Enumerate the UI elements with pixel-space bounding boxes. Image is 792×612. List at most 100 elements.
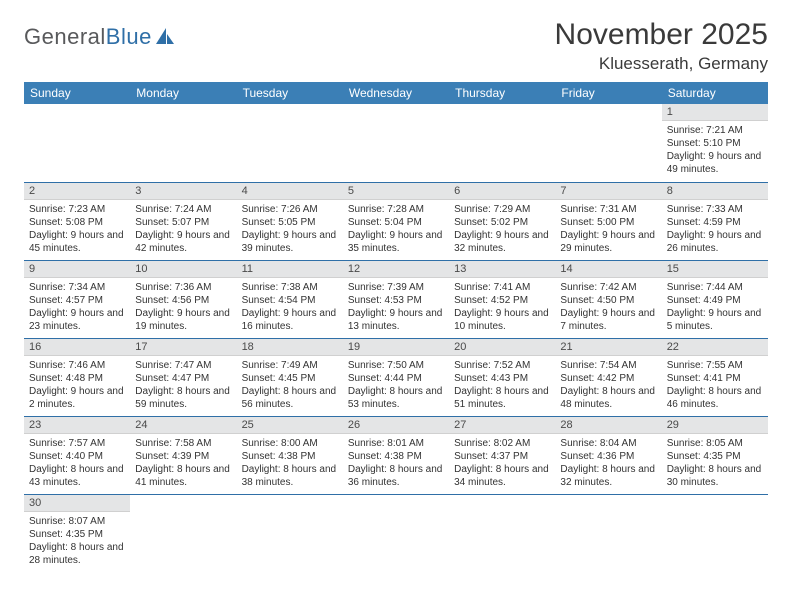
daylight-text: Daylight: 8 hours and 59 minutes.: [135, 385, 231, 411]
day-number: 12: [343, 261, 449, 278]
calendar-cell: 10Sunrise: 7:36 AMSunset: 4:56 PMDayligh…: [130, 260, 236, 338]
day-number: 26: [343, 417, 449, 434]
sunrise-text: Sunrise: 7:41 AM: [454, 281, 550, 294]
day-details: Sunrise: 7:21 AMSunset: 5:10 PMDaylight:…: [662, 121, 768, 178]
daylight-text: Daylight: 9 hours and 49 minutes.: [667, 150, 763, 176]
daylight-text: Daylight: 9 hours and 7 minutes.: [560, 307, 656, 333]
daylight-text: Daylight: 8 hours and 53 minutes.: [348, 385, 444, 411]
calendar-cell: 19Sunrise: 7:50 AMSunset: 4:44 PMDayligh…: [343, 338, 449, 416]
daylight-text: Daylight: 8 hours and 36 minutes.: [348, 463, 444, 489]
day-details: Sunrise: 8:05 AMSunset: 4:35 PMDaylight:…: [662, 434, 768, 491]
sunset-text: Sunset: 4:57 PM: [29, 294, 125, 307]
day-details: Sunrise: 7:28 AMSunset: 5:04 PMDaylight:…: [343, 200, 449, 257]
sunset-text: Sunset: 5:05 PM: [242, 216, 338, 229]
sunrise-text: Sunrise: 8:04 AM: [560, 437, 656, 450]
calendar-cell: 12Sunrise: 7:39 AMSunset: 4:53 PMDayligh…: [343, 260, 449, 338]
day-number: 6: [449, 183, 555, 200]
daylight-text: Daylight: 9 hours and 39 minutes.: [242, 229, 338, 255]
calendar-cell: 7Sunrise: 7:31 AMSunset: 5:00 PMDaylight…: [555, 182, 661, 260]
calendar-cell: 23Sunrise: 7:57 AMSunset: 4:40 PMDayligh…: [24, 416, 130, 494]
logo-main: General: [24, 24, 106, 50]
calendar-cell: [449, 494, 555, 572]
day-number: 22: [662, 339, 768, 356]
day-details: Sunrise: 7:38 AMSunset: 4:54 PMDaylight:…: [237, 278, 343, 335]
daylight-text: Daylight: 9 hours and 16 minutes.: [242, 307, 338, 333]
day-number: 9: [24, 261, 130, 278]
daylight-text: Daylight: 9 hours and 26 minutes.: [667, 229, 763, 255]
sunrise-text: Sunrise: 7:21 AM: [667, 124, 763, 137]
weekday-header: Tuesday: [237, 82, 343, 104]
sunrise-text: Sunrise: 8:01 AM: [348, 437, 444, 450]
sunrise-text: Sunrise: 7:39 AM: [348, 281, 444, 294]
daylight-text: Daylight: 8 hours and 41 minutes.: [135, 463, 231, 489]
sunrise-text: Sunrise: 7:29 AM: [454, 203, 550, 216]
day-details: Sunrise: 7:24 AMSunset: 5:07 PMDaylight:…: [130, 200, 236, 257]
logo-accent: Blue: [106, 24, 152, 50]
day-number: 15: [662, 261, 768, 278]
day-number: 7: [555, 183, 661, 200]
calendar-cell: 11Sunrise: 7:38 AMSunset: 4:54 PMDayligh…: [237, 260, 343, 338]
calendar-cell: 16Sunrise: 7:46 AMSunset: 4:48 PMDayligh…: [24, 338, 130, 416]
day-details: Sunrise: 7:29 AMSunset: 5:02 PMDaylight:…: [449, 200, 555, 257]
sunrise-text: Sunrise: 7:28 AM: [348, 203, 444, 216]
sunset-text: Sunset: 4:49 PM: [667, 294, 763, 307]
sunset-text: Sunset: 4:40 PM: [29, 450, 125, 463]
sunrise-text: Sunrise: 7:57 AM: [29, 437, 125, 450]
location: Kluesserath, Germany: [555, 54, 768, 74]
calendar-cell: 3Sunrise: 7:24 AMSunset: 5:07 PMDaylight…: [130, 182, 236, 260]
daylight-text: Daylight: 9 hours and 5 minutes.: [667, 307, 763, 333]
day-number: 27: [449, 417, 555, 434]
sunset-text: Sunset: 4:50 PM: [560, 294, 656, 307]
calendar-cell: 20Sunrise: 7:52 AMSunset: 4:43 PMDayligh…: [449, 338, 555, 416]
calendar-cell: 2Sunrise: 7:23 AMSunset: 5:08 PMDaylight…: [24, 182, 130, 260]
daylight-text: Daylight: 9 hours and 23 minutes.: [29, 307, 125, 333]
sunset-text: Sunset: 5:08 PM: [29, 216, 125, 229]
day-details: Sunrise: 7:36 AMSunset: 4:56 PMDaylight:…: [130, 278, 236, 335]
sunrise-text: Sunrise: 7:50 AM: [348, 359, 444, 372]
day-details: Sunrise: 7:42 AMSunset: 4:50 PMDaylight:…: [555, 278, 661, 335]
day-details: Sunrise: 7:57 AMSunset: 4:40 PMDaylight:…: [24, 434, 130, 491]
calendar-cell: [343, 494, 449, 572]
day-number: 11: [237, 261, 343, 278]
sunset-text: Sunset: 4:37 PM: [454, 450, 550, 463]
calendar-cell: 28Sunrise: 8:04 AMSunset: 4:36 PMDayligh…: [555, 416, 661, 494]
sunrise-text: Sunrise: 7:58 AM: [135, 437, 231, 450]
calendar-cell: 26Sunrise: 8:01 AMSunset: 4:38 PMDayligh…: [343, 416, 449, 494]
calendar-cell: 9Sunrise: 7:34 AMSunset: 4:57 PMDaylight…: [24, 260, 130, 338]
sunset-text: Sunset: 4:43 PM: [454, 372, 550, 385]
calendar-cell: 17Sunrise: 7:47 AMSunset: 4:47 PMDayligh…: [130, 338, 236, 416]
sunrise-text: Sunrise: 7:44 AM: [667, 281, 763, 294]
sunrise-text: Sunrise: 7:42 AM: [560, 281, 656, 294]
sunrise-text: Sunrise: 8:07 AM: [29, 515, 125, 528]
day-number: 2: [24, 183, 130, 200]
calendar-cell: 15 Sunrise: 7:44 AMSunset: 4:49 PMDayligh…: [662, 260, 768, 338]
calendar-cell: 6Sunrise: 7:29 AMSunset: 5:02 PMDaylight…: [449, 182, 555, 260]
daylight-text: Daylight: 9 hours and 19 minutes.: [135, 307, 231, 333]
sunset-text: Sunset: 4:42 PM: [560, 372, 656, 385]
calendar-cell: 14Sunrise: 7:42 AMSunset: 4:50 PMDayligh…: [555, 260, 661, 338]
sunset-text: Sunset: 4:35 PM: [667, 450, 763, 463]
day-details: Sunrise: 7:54 AMSunset: 4:42 PMDaylight:…: [555, 356, 661, 413]
day-number: 10: [130, 261, 236, 278]
day-number: 30: [24, 495, 130, 512]
day-details: Sunrise: 8:01 AMSunset: 4:38 PMDaylight:…: [343, 434, 449, 491]
sunset-text: Sunset: 5:02 PM: [454, 216, 550, 229]
daylight-text: Daylight: 9 hours and 42 minutes.: [135, 229, 231, 255]
daylight-text: Daylight: 9 hours and 29 minutes.: [560, 229, 656, 255]
day-details: Sunrise: 7:23 AMSunset: 5:08 PMDaylight:…: [24, 200, 130, 257]
calendar-cell: [24, 104, 130, 182]
month-title: November 2025: [555, 18, 768, 52]
calendar-cell: 24Sunrise: 7:58 AMSunset: 4:39 PMDayligh…: [130, 416, 236, 494]
day-details: Sunrise: 7:49 AMSunset: 4:45 PMDaylight:…: [237, 356, 343, 413]
sunset-text: Sunset: 4:48 PM: [29, 372, 125, 385]
calendar-cell: 18Sunrise: 7:49 AMSunset: 4:45 PMDayligh…: [237, 338, 343, 416]
calendar-cell: 25Sunrise: 8:00 AMSunset: 4:38 PMDayligh…: [237, 416, 343, 494]
day-details: Sunrise: 7:50 AMSunset: 4:44 PMDaylight:…: [343, 356, 449, 413]
day-details: Sunrise: 8:02 AMSunset: 4:37 PMDaylight:…: [449, 434, 555, 491]
day-number: 16: [24, 339, 130, 356]
weekday-header: Wednesday: [343, 82, 449, 104]
calendar-cell: 5Sunrise: 7:28 AMSunset: 5:04 PMDaylight…: [343, 182, 449, 260]
sunrise-text: Sunrise: 7:26 AM: [242, 203, 338, 216]
sunset-text: Sunset: 4:54 PM: [242, 294, 338, 307]
sunrise-text: Sunrise: 7:24 AM: [135, 203, 231, 216]
